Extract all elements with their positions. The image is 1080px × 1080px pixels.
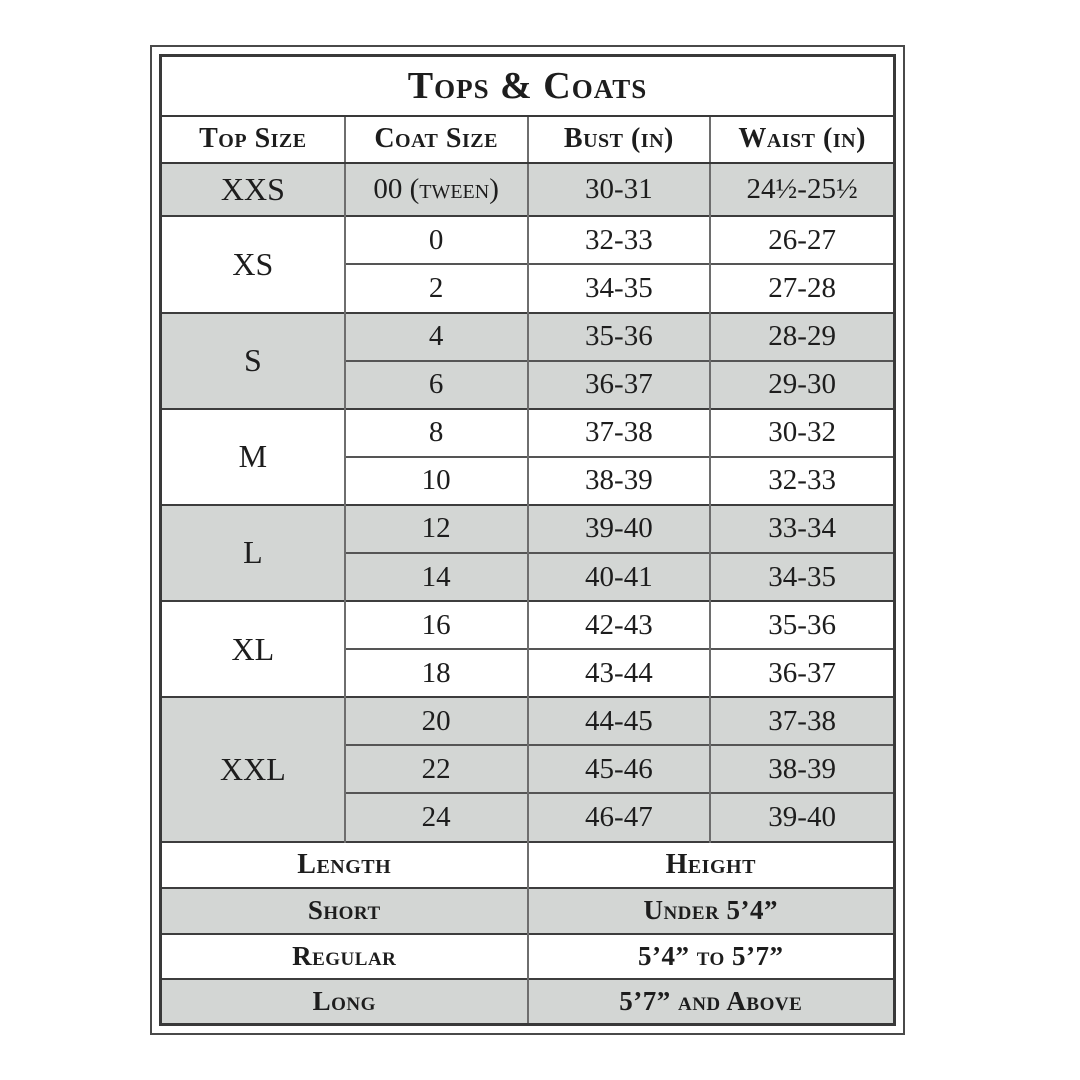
table-title: Tops & Coats xyxy=(162,57,893,117)
size-group-label: XS xyxy=(162,215,345,313)
coat-size-cell: 0 xyxy=(343,215,528,265)
length-header: Length xyxy=(162,840,528,889)
size-table: Tops & Coats Top Size Coat Size Bust (in) Wa… xyxy=(162,57,893,1023)
bust-cell: 34-35 xyxy=(526,263,711,313)
column-header-waist: Waist (in) xyxy=(709,116,893,164)
bust-cell: 44-45 xyxy=(526,696,711,746)
column-header-top-size: Top Size xyxy=(162,116,345,164)
chart-inner-frame: Tops & Coats Top Size Coat Size Bust (in) Wa… xyxy=(159,54,896,1026)
height-cell: 5’7” and Above xyxy=(526,977,893,1023)
waist-cell: 33-34 xyxy=(709,503,893,553)
coat-size-cell: 24 xyxy=(343,792,528,842)
waist-cell: 30-32 xyxy=(709,407,893,457)
size-table-body: Tops & Coats Top Size Coat Size Bust (in) Wa… xyxy=(162,57,893,1023)
bust-cell: 39-40 xyxy=(526,503,711,553)
bust-cell: 35-36 xyxy=(526,311,711,361)
waist-cell: 35-36 xyxy=(709,600,893,650)
column-header-bust: Bust (in) xyxy=(526,116,711,164)
column-header-row: Top Size Coat Size Bust (in) Waist (in) xyxy=(162,116,893,164)
length-height-header-row: Length Height xyxy=(162,840,893,889)
size-row: 10 38-39 32-33 xyxy=(162,455,893,505)
bust-cell: 42-43 xyxy=(526,600,711,650)
waist-cell: 24½-25½ xyxy=(709,161,893,217)
coat-size-cell: 12 xyxy=(343,503,528,553)
length-cell: Short xyxy=(162,887,528,934)
waist-cell: 29-30 xyxy=(709,359,893,409)
waist-cell: 26-27 xyxy=(709,215,893,265)
coat-size-cell: 10 xyxy=(343,455,528,505)
coat-size-cell: 6 xyxy=(343,359,528,409)
bust-cell: 38-39 xyxy=(526,455,711,505)
size-group-label: XXL xyxy=(162,696,345,842)
waist-cell: 34-35 xyxy=(709,551,893,602)
coat-size-cell: 2 xyxy=(343,263,528,313)
coat-size-cell: 22 xyxy=(343,744,528,794)
bust-cell: 40-41 xyxy=(526,551,711,602)
bust-cell: 37-38 xyxy=(526,407,711,457)
height-cell: Under 5’4” xyxy=(526,887,893,934)
size-row: XL 16 42-43 35-36 xyxy=(162,600,893,698)
size-row: 2 34-35 27-28 xyxy=(162,263,893,313)
size-row: L 12 39-40 33-34 xyxy=(162,503,893,602)
size-row: 6 36-37 29-30 xyxy=(162,359,893,409)
length-cell: Regular xyxy=(162,932,528,979)
length-height-row: Regular 5’4” to 5’7” xyxy=(162,932,893,979)
waist-cell: 37-38 xyxy=(709,696,893,746)
bust-cell: 46-47 xyxy=(526,792,711,842)
size-row: XXS 00 (tween) 30-31 24½-25½ xyxy=(162,161,893,217)
bust-cell: 30-31 xyxy=(526,161,711,217)
column-header-coat-size: Coat Size xyxy=(343,116,528,164)
size-group-label: L xyxy=(162,503,345,602)
size-group-label: XXS xyxy=(162,161,345,217)
title-row: Tops & Coats xyxy=(162,57,893,117)
length-height-row: Short Under 5’4” xyxy=(162,887,893,934)
bust-cell: 36-37 xyxy=(526,359,711,409)
height-header: Height xyxy=(526,840,893,889)
size-row: M 8 37-38 30-32 xyxy=(162,407,893,505)
waist-cell: 38-39 xyxy=(709,744,893,794)
size-row: 18 43-44 36-37 xyxy=(162,648,893,698)
size-row: 14 40-41 34-35 xyxy=(162,551,893,602)
coat-size-cell: 4 xyxy=(343,311,528,361)
size-row: 24 46-47 39-40 xyxy=(162,792,893,842)
coat-size-cell: 14 xyxy=(343,551,528,602)
coat-size-cell: 16 xyxy=(343,600,528,650)
waist-cell: 28-29 xyxy=(709,311,893,361)
bust-cell: 32-33 xyxy=(526,215,711,265)
size-group-label: M xyxy=(162,407,345,505)
bust-cell: 45-46 xyxy=(526,744,711,794)
size-group-label: S xyxy=(162,311,345,409)
size-row: 22 45-46 38-39 xyxy=(162,744,893,794)
waist-cell: 36-37 xyxy=(709,648,893,698)
size-group-label: XL xyxy=(162,600,345,698)
chart-outer-frame: Tops & Coats Top Size Coat Size Bust (in) Wa… xyxy=(150,45,905,1035)
waist-cell: 27-28 xyxy=(709,263,893,313)
coat-size-cell: 18 xyxy=(343,648,528,698)
waist-cell: 39-40 xyxy=(709,792,893,842)
size-row: XXL 20 44-45 37-38 xyxy=(162,696,893,842)
coat-size-cell: 00 (tween) xyxy=(343,161,528,217)
length-height-row: Long 5’7” and Above xyxy=(162,977,893,1023)
bust-cell: 43-44 xyxy=(526,648,711,698)
size-row: S 4 35-36 28-29 xyxy=(162,311,893,409)
waist-cell: 32-33 xyxy=(709,455,893,505)
coat-size-cell: 8 xyxy=(343,407,528,457)
size-row: XS 0 32-33 26-27 xyxy=(162,215,893,313)
height-cell: 5’4” to 5’7” xyxy=(526,932,893,979)
coat-size-cell: 20 xyxy=(343,696,528,746)
length-cell: Long xyxy=(162,977,528,1023)
